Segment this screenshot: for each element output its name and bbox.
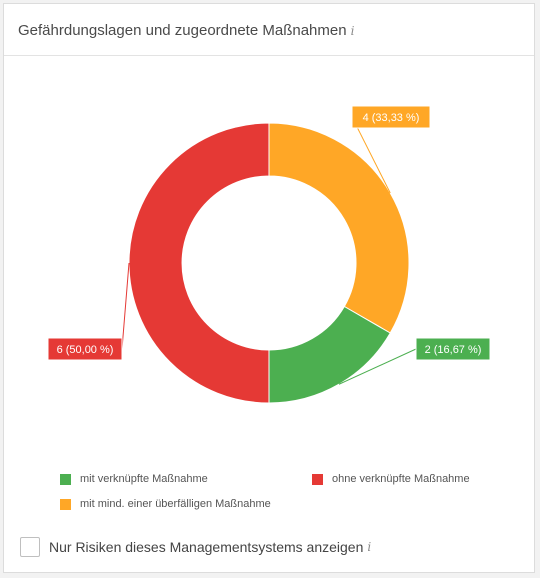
slice-data-label-1: 4 (33,33 %) xyxy=(351,105,431,129)
slice-leader-line-2 xyxy=(338,348,417,385)
slice-data-label-2: 2 (16,67 %) xyxy=(415,337,491,361)
slice-data-label-text: 4 (33,33 %) xyxy=(363,112,420,124)
slice-leader-line-3 xyxy=(121,262,130,350)
slice-data-label-text: 2 (16,67 %) xyxy=(425,344,482,356)
panel-title-text: Gefährdungslagen und zugeordnete Maßnahm… xyxy=(18,22,347,39)
donut-slice-3[interactable] xyxy=(128,122,270,404)
filter-row: Nur Risiken dieses Managementsystems anz… xyxy=(20,537,371,557)
chart-panel: Gefährdungslagen und zugeordnete Maßnahm… xyxy=(3,3,535,573)
info-icon[interactable]: i xyxy=(350,24,355,38)
panel-header: Gefährdungslagen und zugeordnete Maßnahm… xyxy=(4,4,534,56)
risk-filter-checkbox[interactable] xyxy=(20,537,40,557)
slice-leader-line-1 xyxy=(351,116,391,194)
slice-data-label-text: 6 (50,00 %) xyxy=(57,344,114,356)
risk-filter-label[interactable]: Nur Risiken dieses Managementsystems anz… xyxy=(49,539,364,555)
panel-title: Gefährdungslagen und zugeordnete Maßnahm… xyxy=(18,22,354,39)
donut-slice-1[interactable] xyxy=(268,122,410,334)
filter-info-icon[interactable]: i xyxy=(367,540,372,554)
slice-data-label-3: 6 (50,00 %) xyxy=(47,337,123,361)
